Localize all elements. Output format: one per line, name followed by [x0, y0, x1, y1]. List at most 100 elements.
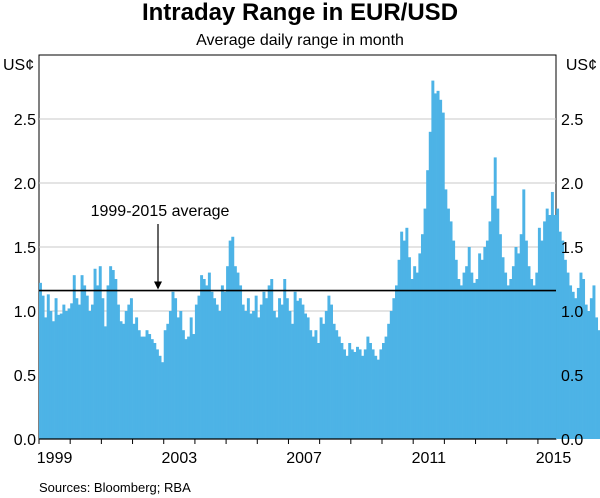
bar	[311, 336, 315, 439]
bar	[90, 304, 94, 439]
bar	[192, 334, 196, 439]
y-unit-left: US¢	[3, 57, 34, 74]
bar	[114, 279, 118, 439]
bar	[124, 311, 128, 439]
bar	[280, 304, 284, 439]
x-ticks: 1999 2003 2007 2011 2015	[37, 439, 572, 467]
bar	[587, 311, 591, 439]
bar	[545, 208, 549, 439]
bar	[431, 80, 435, 439]
bar	[142, 336, 146, 439]
bar	[127, 304, 131, 439]
bar	[532, 285, 536, 439]
bar	[384, 336, 388, 439]
bar	[319, 317, 323, 439]
bar	[210, 291, 214, 439]
bar	[340, 343, 344, 439]
bar	[493, 157, 497, 439]
y-tick-label-left: 0.5	[14, 368, 36, 385]
bar	[415, 272, 419, 439]
bar	[556, 208, 560, 439]
bar	[501, 257, 505, 439]
bar	[452, 240, 456, 439]
bar	[85, 295, 89, 439]
bar	[444, 189, 448, 439]
x-tick-label: 2015	[536, 450, 572, 467]
y-tick-label-right: 2.0	[561, 176, 583, 193]
bar	[54, 298, 58, 439]
bar	[382, 343, 385, 439]
bar	[254, 295, 258, 439]
bar	[150, 339, 154, 439]
y-tick-label-left: 0.0	[14, 432, 36, 449]
bar	[270, 279, 274, 439]
bar	[514, 247, 518, 439]
bar	[153, 343, 157, 439]
bar	[524, 240, 528, 439]
bar	[298, 298, 302, 439]
bar	[59, 313, 63, 439]
bar	[506, 285, 510, 439]
bar	[257, 317, 261, 439]
bar	[223, 291, 227, 439]
bar	[207, 272, 211, 439]
y-tick-label-right: 0.0	[561, 432, 583, 449]
bar	[137, 330, 141, 439]
y-unit-right: US¢	[566, 57, 597, 74]
bar	[332, 323, 336, 439]
bar	[569, 285, 573, 439]
chart-subtitle: Average daily range in month	[196, 32, 404, 49]
bar	[366, 336, 370, 439]
bar	[200, 275, 204, 439]
bar	[168, 311, 172, 439]
bar	[579, 272, 583, 439]
bar	[194, 304, 198, 439]
bar	[301, 304, 305, 439]
bar	[158, 355, 162, 439]
source-note: Sources: Bloomberg; RBA	[39, 480, 191, 495]
bar	[511, 266, 515, 439]
bar	[103, 326, 107, 439]
bar	[345, 355, 349, 439]
bar	[88, 311, 92, 439]
bar	[148, 334, 152, 439]
bar	[470, 272, 474, 439]
bar	[205, 285, 209, 439]
bar	[155, 349, 159, 439]
bar	[402, 240, 406, 439]
bar	[246, 298, 250, 439]
bar	[374, 355, 378, 439]
bar	[478, 253, 482, 439]
bar	[272, 311, 276, 439]
bar	[400, 231, 404, 439]
bar	[465, 266, 469, 439]
bar	[392, 298, 396, 439]
bar	[426, 170, 430, 439]
bar	[249, 313, 253, 439]
average-arrow-head	[154, 281, 162, 290]
bar	[72, 275, 76, 439]
bar	[369, 343, 372, 439]
bar	[488, 221, 492, 439]
bar	[241, 304, 245, 439]
bar	[233, 266, 237, 439]
bar	[293, 291, 297, 439]
bar	[379, 349, 383, 439]
y-tick-label-left: 1.5	[14, 240, 36, 257]
bar	[98, 266, 102, 439]
bar	[187, 336, 191, 439]
bar	[220, 285, 224, 439]
bar	[296, 300, 300, 439]
bar	[226, 266, 230, 439]
bar	[181, 330, 185, 439]
bar	[595, 317, 599, 439]
bar	[330, 304, 333, 439]
bar	[350, 349, 354, 439]
bar	[509, 279, 513, 439]
bar	[283, 279, 287, 439]
bar	[39, 282, 42, 439]
bar	[93, 268, 97, 439]
bar	[119, 321, 123, 439]
y-tick-label-left: 2.5	[14, 112, 36, 129]
bar	[433, 93, 437, 440]
